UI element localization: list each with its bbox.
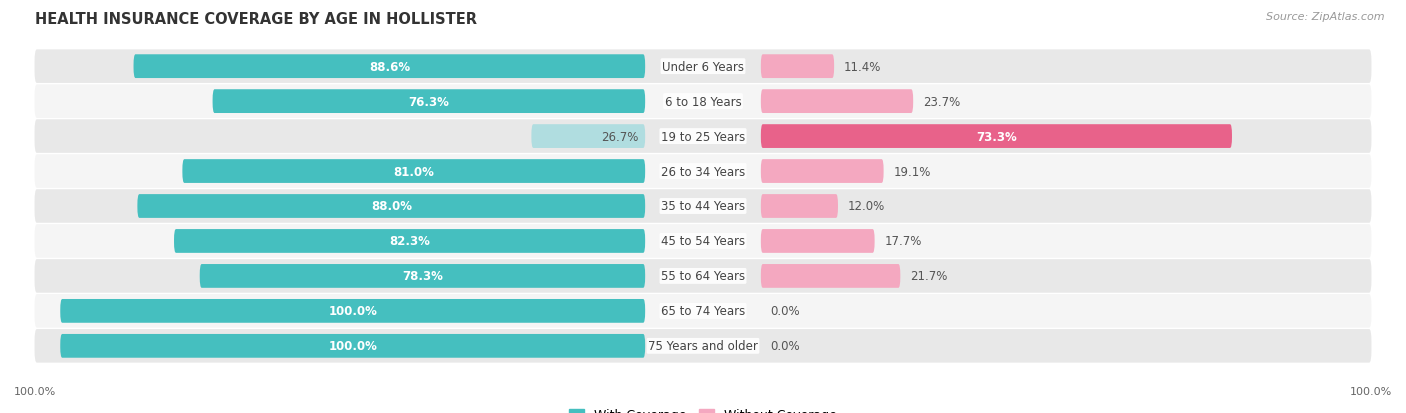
Text: 12.0%: 12.0% — [848, 200, 884, 213]
Text: 75 Years and older: 75 Years and older — [648, 339, 758, 352]
FancyBboxPatch shape — [138, 195, 645, 218]
FancyBboxPatch shape — [35, 190, 1371, 223]
Text: 100.0%: 100.0% — [14, 387, 56, 396]
Text: 78.3%: 78.3% — [402, 270, 443, 283]
Legend: With Coverage, Without Coverage: With Coverage, Without Coverage — [564, 404, 842, 413]
Text: 21.7%: 21.7% — [910, 270, 948, 283]
FancyBboxPatch shape — [35, 259, 1371, 293]
FancyBboxPatch shape — [134, 55, 645, 79]
FancyBboxPatch shape — [761, 90, 912, 114]
Text: 6 to 18 Years: 6 to 18 Years — [665, 95, 741, 108]
FancyBboxPatch shape — [35, 155, 1371, 188]
FancyBboxPatch shape — [60, 334, 645, 358]
FancyBboxPatch shape — [212, 90, 645, 114]
Text: 81.0%: 81.0% — [394, 165, 434, 178]
Text: 19.1%: 19.1% — [893, 165, 931, 178]
FancyBboxPatch shape — [174, 230, 645, 253]
FancyBboxPatch shape — [183, 160, 645, 183]
Text: 19 to 25 Years: 19 to 25 Years — [661, 130, 745, 143]
Text: 82.3%: 82.3% — [389, 235, 430, 248]
Text: 88.6%: 88.6% — [368, 61, 411, 74]
Text: 26.7%: 26.7% — [602, 130, 638, 143]
FancyBboxPatch shape — [60, 299, 645, 323]
Text: HEALTH INSURANCE COVERAGE BY AGE IN HOLLISTER: HEALTH INSURANCE COVERAGE BY AGE IN HOLL… — [35, 12, 477, 27]
Text: 100.0%: 100.0% — [1350, 387, 1392, 396]
FancyBboxPatch shape — [761, 264, 900, 288]
Text: 45 to 54 Years: 45 to 54 Years — [661, 235, 745, 248]
FancyBboxPatch shape — [35, 120, 1371, 154]
FancyBboxPatch shape — [35, 225, 1371, 258]
Text: 100.0%: 100.0% — [328, 339, 377, 352]
FancyBboxPatch shape — [761, 160, 883, 183]
Text: Under 6 Years: Under 6 Years — [662, 61, 744, 74]
FancyBboxPatch shape — [761, 230, 875, 253]
Text: 0.0%: 0.0% — [770, 339, 800, 352]
Text: 26 to 34 Years: 26 to 34 Years — [661, 165, 745, 178]
FancyBboxPatch shape — [35, 85, 1371, 119]
FancyBboxPatch shape — [35, 50, 1371, 84]
FancyBboxPatch shape — [531, 125, 645, 149]
Text: 73.3%: 73.3% — [976, 130, 1017, 143]
Text: 76.3%: 76.3% — [408, 95, 450, 108]
Text: 65 to 74 Years: 65 to 74 Years — [661, 305, 745, 318]
FancyBboxPatch shape — [35, 329, 1371, 363]
Text: 17.7%: 17.7% — [884, 235, 921, 248]
Text: 55 to 64 Years: 55 to 64 Years — [661, 270, 745, 283]
FancyBboxPatch shape — [35, 294, 1371, 328]
FancyBboxPatch shape — [761, 125, 1232, 149]
FancyBboxPatch shape — [761, 195, 838, 218]
Text: 88.0%: 88.0% — [371, 200, 412, 213]
Text: 0.0%: 0.0% — [770, 305, 800, 318]
Text: 35 to 44 Years: 35 to 44 Years — [661, 200, 745, 213]
FancyBboxPatch shape — [200, 264, 645, 288]
FancyBboxPatch shape — [761, 55, 834, 79]
Text: Source: ZipAtlas.com: Source: ZipAtlas.com — [1267, 12, 1385, 22]
Text: 23.7%: 23.7% — [922, 95, 960, 108]
Text: 100.0%: 100.0% — [328, 305, 377, 318]
Text: 11.4%: 11.4% — [844, 61, 882, 74]
